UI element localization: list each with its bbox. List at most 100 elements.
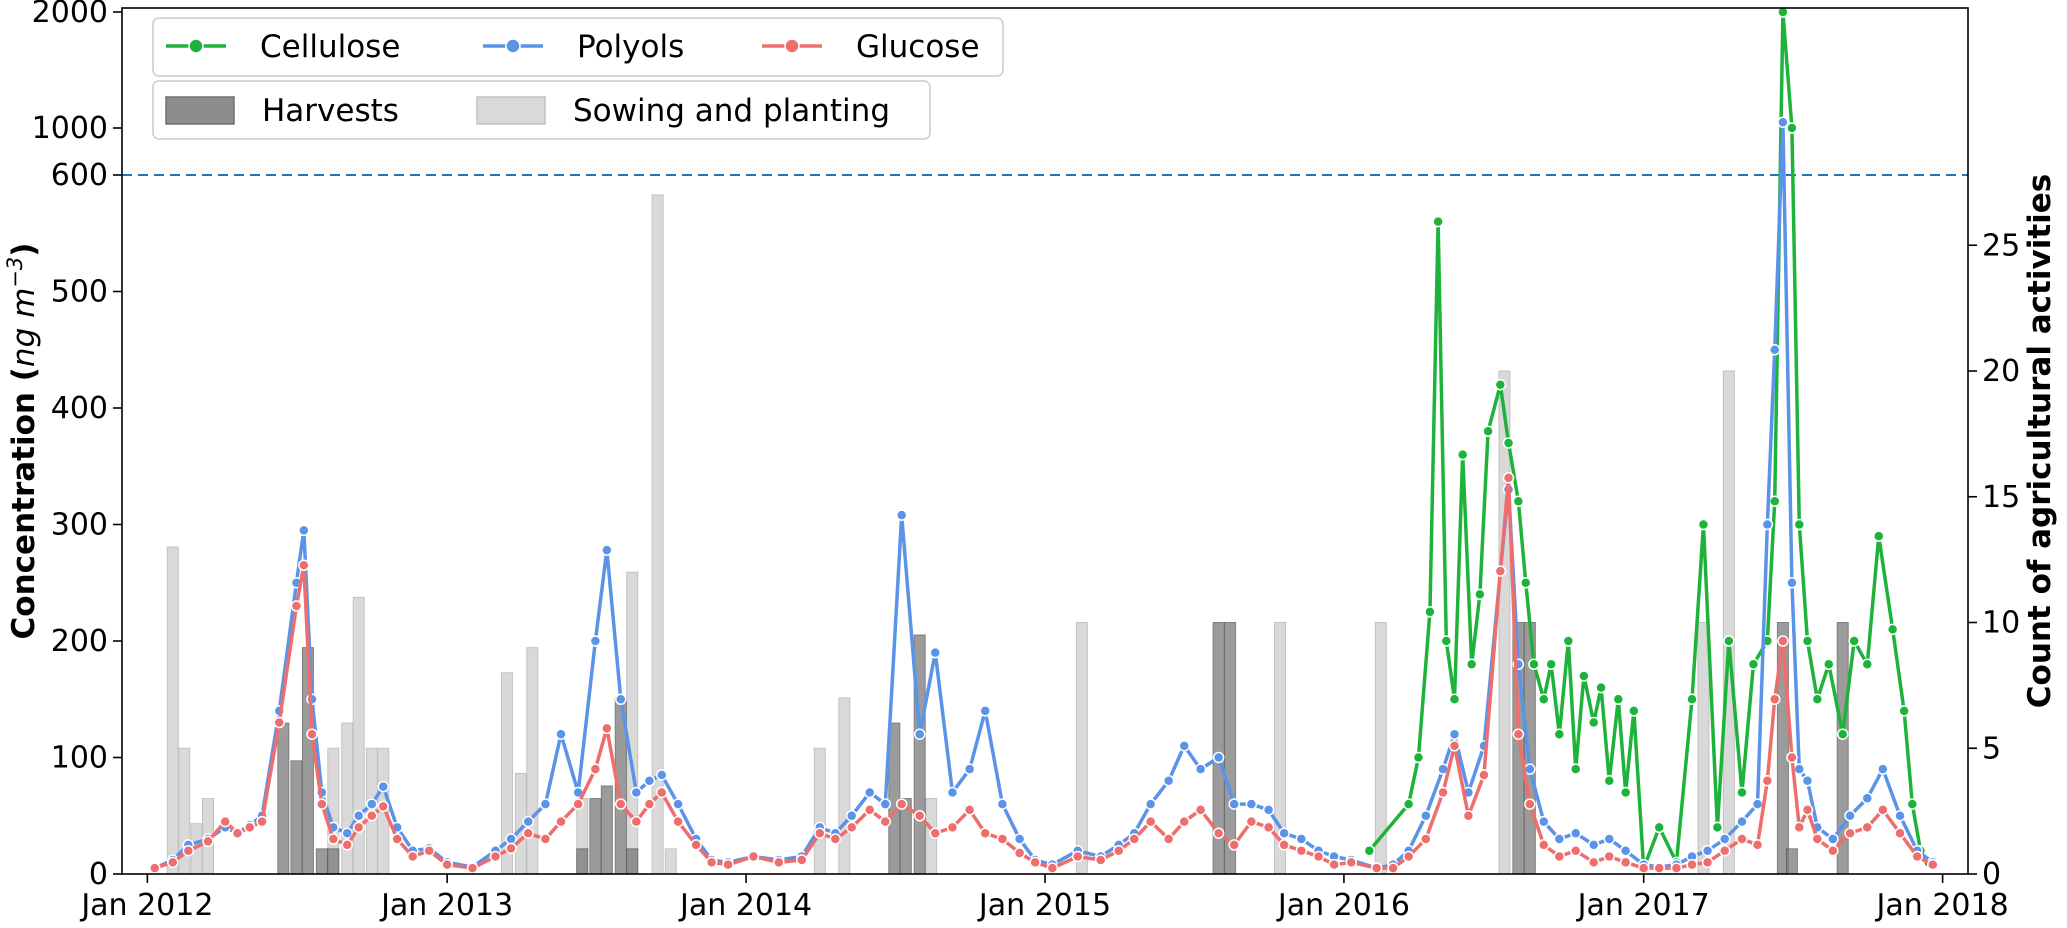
glucose-point	[244, 821, 256, 834]
polyols-point	[1801, 775, 1814, 787]
polyols-point	[1751, 798, 1764, 810]
cellulose-point	[1562, 635, 1575, 647]
glucose-point	[1861, 821, 1874, 834]
polyols-point	[1162, 775, 1175, 787]
glucose-point	[996, 833, 1009, 845]
glucose-point	[572, 798, 584, 810]
legend-sowing-and-planting-label: Sowing and planting	[573, 93, 890, 129]
cellulose-point	[1653, 821, 1665, 834]
legend-polyols-marker	[505, 38, 521, 54]
glucose-point	[1245, 815, 1258, 828]
cellulose-point	[1736, 786, 1748, 799]
glucose-point	[1844, 827, 1856, 839]
cellulose-point	[1697, 518, 1710, 531]
y-left-tick-label: 0	[89, 857, 108, 892]
polyols-point	[879, 798, 892, 810]
y-left-tick-label: 500	[51, 275, 108, 310]
glucose-point	[1094, 854, 1107, 866]
polyols-point	[963, 763, 976, 775]
polyols-point	[1538, 815, 1550, 828]
y-right-tick-label: 20	[1982, 354, 2020, 389]
glucose-point	[273, 716, 285, 729]
glucose-point	[879, 815, 892, 828]
sowing-bar	[838, 697, 851, 875]
harvest-bar	[576, 848, 589, 875]
glucose-point	[539, 833, 552, 845]
polyols-point	[1844, 810, 1856, 822]
y-left-tick-label: 300	[51, 508, 108, 543]
cellulose-point	[1569, 763, 1582, 775]
glucose-point	[643, 798, 656, 810]
glucose-point	[377, 800, 390, 813]
cellulose-point	[1861, 658, 1874, 671]
legend-glucose-marker	[784, 38, 800, 54]
cellulose-point	[1595, 681, 1607, 694]
glucose-point	[522, 827, 534, 839]
cellulose-point	[1686, 693, 1698, 705]
glucose-point	[1013, 847, 1026, 859]
glucose-point	[1312, 850, 1325, 863]
harvest-bar	[589, 798, 602, 875]
polyols-point	[1793, 763, 1806, 775]
glucose-point	[672, 815, 684, 828]
y-left-tick-label: 100	[51, 741, 108, 776]
glucose-point	[231, 827, 244, 839]
cellulose-point	[1723, 635, 1735, 647]
polyols-point	[1553, 833, 1566, 845]
polyols-point	[643, 775, 656, 787]
polyols-point	[1761, 518, 1774, 531]
glucose-point	[814, 827, 826, 839]
x-tick-label: Jan 2012	[79, 888, 213, 923]
polyols-point	[1587, 839, 1600, 851]
glucose-point	[1112, 844, 1125, 857]
glucose-point	[466, 862, 479, 874]
harvest-bar	[1224, 622, 1237, 875]
y-axis-left: 0 100 200 300 400 500 600 1000 2000	[32, 0, 122, 892]
sowing-bar	[626, 571, 639, 875]
y-left-tick-label: 200	[51, 624, 108, 659]
y-left-tick-label: 600	[51, 158, 108, 193]
polyols-point	[1786, 577, 1798, 589]
cellulose-point	[1545, 658, 1557, 671]
cellulose-point	[1811, 693, 1824, 705]
polyols-point	[1228, 798, 1240, 810]
cellulose-point	[1747, 658, 1760, 671]
glucose-point	[256, 815, 268, 828]
sowing-bar	[813, 747, 826, 875]
y-left-tick-label: 400	[51, 391, 108, 426]
glucose-point	[773, 856, 785, 869]
glucose-point	[1178, 815, 1190, 828]
glucose-point	[1212, 827, 1225, 839]
glucose-point	[1827, 844, 1839, 857]
glucose-point	[1194, 804, 1207, 816]
y-right-tick-label: 25	[1982, 228, 2020, 263]
cellulose-point	[1612, 693, 1625, 705]
glucose-point	[1494, 565, 1507, 577]
cellulose-point	[1519, 577, 1532, 589]
cellulose-point	[1886, 623, 1899, 636]
polyols-point	[1719, 833, 1731, 845]
glucose-point	[722, 858, 734, 871]
polyols-point	[1736, 815, 1748, 828]
glucose-point	[796, 854, 808, 866]
glucose-point	[690, 839, 702, 851]
cellulose-point	[1474, 588, 1486, 601]
glucose-point	[341, 839, 353, 851]
glucose-point	[1736, 833, 1748, 845]
x-tick-label: Jan 2013	[379, 888, 513, 923]
glucose-point	[1345, 856, 1358, 869]
glucose-point	[298, 559, 310, 572]
legend-harvests-swatch	[165, 96, 235, 125]
polyols-point	[1569, 827, 1582, 839]
polyols-point	[352, 810, 365, 822]
glucose-point	[747, 850, 760, 863]
cellulose-point	[1777, 6, 1789, 18]
y-right-tick-label: 10	[1982, 606, 2020, 641]
polyols-point	[1877, 763, 1889, 775]
glucose-point	[1262, 821, 1275, 834]
polyols-point	[1420, 810, 1432, 822]
harvest-bar	[1785, 848, 1798, 875]
glucose-point	[1768, 693, 1781, 705]
polyols-point	[555, 728, 567, 740]
